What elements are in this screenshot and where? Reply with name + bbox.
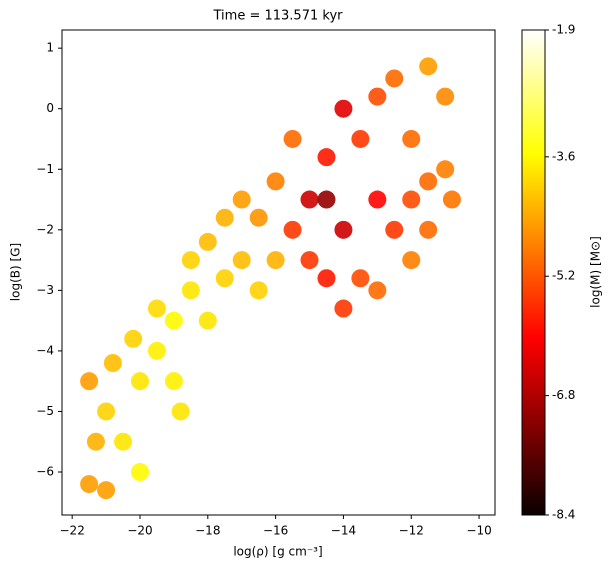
plot-area [80, 57, 461, 500]
y-tick-label: −2 [36, 222, 54, 236]
scatter-point [300, 190, 319, 209]
scatter-point [334, 299, 353, 318]
x-tick-label: −18 [195, 524, 220, 538]
y-tick-label: −1 [36, 162, 54, 176]
scatter-point [130, 372, 149, 391]
scatter-point [80, 372, 99, 391]
scatter-point [402, 251, 421, 270]
axes-frame [61, 29, 496, 516]
scatter-point [97, 402, 116, 421]
scatter-point [232, 251, 251, 270]
scatter-point [368, 87, 387, 106]
scatter-point [232, 190, 251, 209]
colorbar-tick-label: -8.4 [552, 508, 575, 522]
scatter-point [80, 475, 99, 494]
scatter-point [171, 402, 190, 421]
scatter-point [334, 220, 353, 239]
scatter-point [317, 190, 336, 209]
y-tick-label: −5 [36, 404, 54, 418]
scatter-point [283, 220, 302, 239]
colorbar-tick-label: -6.8 [552, 388, 575, 402]
scatter-point [86, 432, 105, 451]
scatter-point [368, 190, 387, 209]
x-axis-label: log(ρ) [g cm⁻³] [233, 545, 322, 559]
scatter-point [249, 281, 268, 300]
scatter-point [103, 354, 122, 373]
x-tick-label: −14 [331, 524, 356, 538]
scatter-point [266, 172, 285, 191]
scatter-point [114, 432, 133, 451]
x-tick-label: −20 [127, 524, 152, 538]
scatter-point [317, 269, 336, 288]
y-axis-label: log(B) [G] [9, 243, 23, 301]
y-tick-label: 0 [46, 101, 54, 115]
scatter-point [249, 208, 268, 227]
y-tick-label: −3 [36, 283, 54, 297]
colorbar-label: log(M) [M⊙] [589, 236, 603, 308]
x-tick-label: −22 [60, 524, 85, 538]
chart-title: Time = 113.571 kyr [213, 9, 344, 24]
scatter-point [385, 69, 404, 88]
scatter-point [147, 341, 166, 360]
colorbar-tick-label: -3.6 [552, 149, 575, 163]
scatter-point [436, 87, 455, 106]
y-tick-label: −4 [36, 343, 54, 357]
scatter-point [124, 329, 143, 348]
colorbar-tick-label: -1.9 [552, 23, 575, 37]
scatter-point [130, 463, 149, 482]
scatter-point [402, 190, 421, 209]
scatter-point [442, 190, 461, 209]
scatter-point [351, 269, 370, 288]
scatter-point [419, 220, 438, 239]
scatter-point [181, 281, 200, 300]
scatter-point [283, 129, 302, 148]
scatter-point [419, 172, 438, 191]
scatter-point [266, 251, 285, 270]
scatter-point [97, 481, 116, 500]
x-tick-label: −10 [466, 524, 491, 538]
scatter-point [419, 57, 438, 76]
scatter-point [351, 129, 370, 148]
scatter-point [215, 269, 234, 288]
scatter-point [164, 372, 183, 391]
scatter-point [385, 220, 404, 239]
colorbar-tick-label: -5.2 [552, 269, 575, 283]
scatter-point [198, 232, 217, 251]
scatter-point [215, 208, 234, 227]
scatter-point [436, 160, 455, 179]
x-tick-label: −12 [399, 524, 424, 538]
scatter-point [334, 99, 353, 118]
scatter-point [147, 299, 166, 318]
y-tick-label: 1 [46, 41, 54, 55]
scatter-point [402, 129, 421, 148]
scatter-point [198, 311, 217, 330]
colorbar [521, 29, 546, 516]
y-tick-label: −6 [36, 465, 54, 479]
x-tick-label: −16 [263, 524, 288, 538]
scatter-point [181, 251, 200, 270]
scatter-point [368, 281, 387, 300]
scatter-point [317, 148, 336, 167]
scatter-point [164, 311, 183, 330]
scatter-point [300, 251, 319, 270]
